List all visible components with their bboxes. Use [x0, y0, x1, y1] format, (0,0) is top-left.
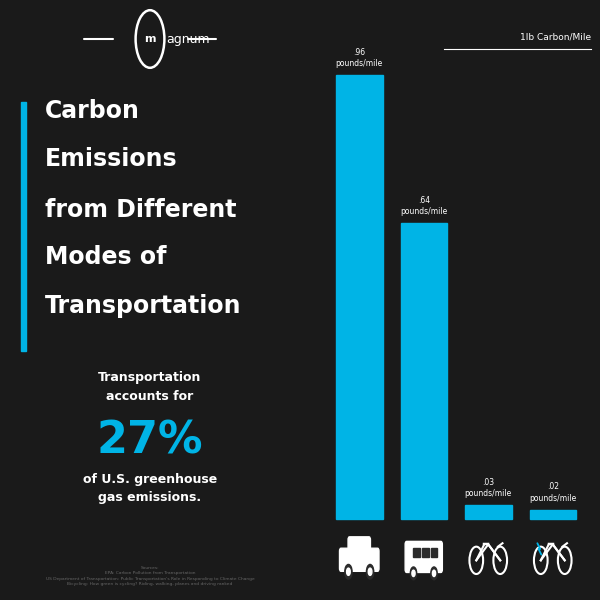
FancyBboxPatch shape [340, 548, 379, 571]
Text: Carbon: Carbon [45, 99, 140, 123]
Text: Sources:
EPA: Carbon Pollution from Transportation
US Department of Transportati: Sources: EPA: Carbon Pollution from Tran… [46, 566, 254, 586]
Circle shape [345, 565, 352, 579]
Bar [336, 76, 383, 519]
Bar [431, 548, 437, 557]
Text: .96
pounds/mile: .96 pounds/mile [335, 48, 383, 68]
Text: Transportation
accounts for: Transportation accounts for [98, 371, 202, 403]
Circle shape [367, 565, 374, 579]
Text: from Different: from Different [45, 198, 236, 222]
Text: 1lb Carbon/Mile: 1lb Carbon/Mile [520, 33, 591, 42]
Circle shape [410, 567, 416, 580]
Circle shape [347, 568, 350, 575]
Text: agnum: agnum [167, 32, 210, 46]
Circle shape [433, 570, 436, 577]
Text: 27%: 27% [97, 419, 203, 463]
Bar [422, 548, 429, 557]
Bar [401, 223, 447, 519]
Text: .64
pounds/mile: .64 pounds/mile [400, 196, 448, 216]
Bar [413, 548, 421, 557]
Text: .03
pounds/mile: .03 pounds/mile [464, 478, 512, 498]
FancyBboxPatch shape [405, 541, 442, 572]
Text: Modes of: Modes of [45, 245, 167, 269]
Text: of U.S. greenhouse
gas emissions.: of U.S. greenhouse gas emissions. [83, 473, 217, 505]
Text: Emissions: Emissions [45, 147, 178, 171]
Text: Transportation: Transportation [45, 294, 241, 318]
Bar [530, 510, 576, 519]
FancyBboxPatch shape [348, 537, 370, 556]
Bar [465, 505, 511, 519]
Circle shape [368, 568, 372, 575]
Circle shape [431, 567, 437, 580]
Text: m: m [144, 34, 156, 44]
Bar [21, 102, 26, 351]
Text: .02
pounds/mile: .02 pounds/mile [529, 482, 577, 503]
Circle shape [412, 570, 415, 577]
